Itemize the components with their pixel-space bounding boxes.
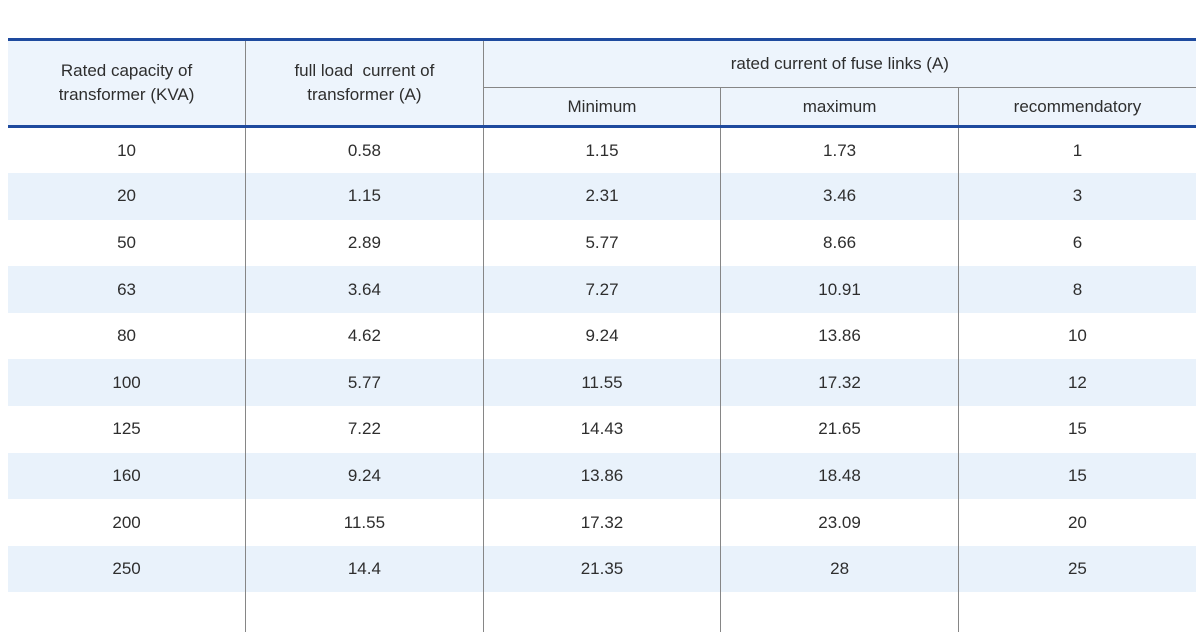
table-cell: 200 xyxy=(8,499,246,546)
table-cell: 63 xyxy=(8,266,246,313)
table-cell xyxy=(721,592,959,632)
table-cell: 10.91 xyxy=(721,266,959,313)
table-cell: 21.35 xyxy=(483,546,721,593)
table-cell: 8.66 xyxy=(721,220,959,267)
table-cell: 1.15 xyxy=(246,173,484,220)
table-cell: 21.65 xyxy=(721,406,959,453)
table-cell: 50 xyxy=(8,220,246,267)
table-cell: 11.55 xyxy=(246,499,484,546)
table-cell: 13.86 xyxy=(483,453,721,500)
table-cell: 20 xyxy=(8,173,246,220)
table-cell: 2.31 xyxy=(483,173,721,220)
fuse-links-table-container: Rated capacity of transformer (KVA) full… xyxy=(8,38,1196,632)
table-cell: 10 xyxy=(8,127,246,174)
table-cell: 1.15 xyxy=(483,127,721,174)
header-fuse-links-group: rated current of fuse links (A) xyxy=(483,40,1196,88)
table-cell: 3 xyxy=(958,173,1196,220)
table-cell: 1 xyxy=(958,127,1196,174)
table-cell: 17.32 xyxy=(483,499,721,546)
table-cell: 14.4 xyxy=(246,546,484,593)
table-cell: 7.22 xyxy=(246,406,484,453)
table-cell xyxy=(958,592,1196,632)
table-cell: 3.64 xyxy=(246,266,484,313)
table-cell: 250 xyxy=(8,546,246,593)
fuse-links-table: Rated capacity of transformer (KVA) full… xyxy=(8,38,1196,632)
table-cell xyxy=(483,592,721,632)
table-cell: 125 xyxy=(8,406,246,453)
table-cell: 5.77 xyxy=(246,359,484,406)
table-cell: 8 xyxy=(958,266,1196,313)
table-header: Rated capacity of transformer (KVA) full… xyxy=(8,40,1196,127)
header-full-load-current: full load current of transformer (A) xyxy=(246,40,484,127)
table-cell: 20 xyxy=(958,499,1196,546)
header-recommendatory: recommendatory xyxy=(958,88,1196,127)
table-cell: 3.46 xyxy=(721,173,959,220)
header-rated-capacity: Rated capacity of transformer (KVA) xyxy=(8,40,246,127)
table-cell: 9.24 xyxy=(246,453,484,500)
table-cell: 11.55 xyxy=(483,359,721,406)
table-cell: 17.32 xyxy=(721,359,959,406)
table-cell: 1.73 xyxy=(721,127,959,174)
header-minimum: Minimum xyxy=(483,88,721,127)
table-cell: 15 xyxy=(958,453,1196,500)
table-cell: 12 xyxy=(958,359,1196,406)
table-cell: 160 xyxy=(8,453,246,500)
table-cell: 7.27 xyxy=(483,266,721,313)
table-cell: 15 xyxy=(958,406,1196,453)
table-cell: 100 xyxy=(8,359,246,406)
table-cell: 13.86 xyxy=(721,313,959,360)
table-cell xyxy=(246,592,484,632)
table-row-clipped xyxy=(8,592,1196,632)
table-cell: 23.09 xyxy=(721,499,959,546)
table-cell: 80 xyxy=(8,313,246,360)
table-cell: 6 xyxy=(958,220,1196,267)
table-cell: 14.43 xyxy=(483,406,721,453)
table-cell: 0.58 xyxy=(246,127,484,174)
table-cell: 25 xyxy=(958,546,1196,593)
header-maximum: maximum xyxy=(721,88,959,127)
table-cell: 5.77 xyxy=(483,220,721,267)
table-cell: 18.48 xyxy=(721,453,959,500)
table-cell xyxy=(8,592,246,632)
table-cell: 10 xyxy=(958,313,1196,360)
table-cell: 9.24 xyxy=(483,313,721,360)
table-cell: 28 xyxy=(721,546,959,593)
table-cell: 4.62 xyxy=(246,313,484,360)
table-cell: 2.89 xyxy=(246,220,484,267)
